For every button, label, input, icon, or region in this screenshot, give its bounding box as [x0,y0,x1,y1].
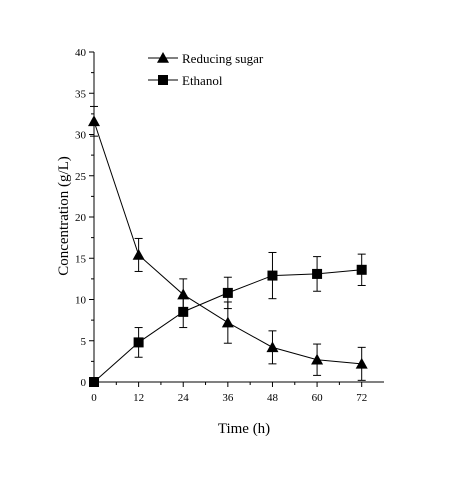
data-point-reducing-sugar [355,357,368,369]
y-tick-label: 30 [75,130,87,142]
data-point-ethanol [178,306,189,317]
y-tick-label: 10 [75,295,87,307]
data-point-ethanol [312,268,323,279]
y-tick-label: 5 [81,336,87,348]
legend-marker [157,52,169,63]
legend-marker [158,75,168,85]
data-point-ethanol [133,337,144,348]
data-point-ethanol [222,287,233,298]
y-tick-label: 35 [75,88,87,100]
y-tick-label: 40 [75,47,87,59]
data-point-ethanol [356,264,367,275]
legend-label: Reducing sugar [182,51,264,66]
series-reducing-sugar [88,105,368,381]
x-tick-label: 48 [267,392,279,404]
legend-item-ethanol: Ethanol [148,73,223,88]
tick-labels: 0 5 10 15 20 25 30 35 40 0 12 24 36 48 60 72 [75,47,367,404]
series-plot [88,105,368,387]
y-tick-label: 0 [81,377,87,389]
legend-item-reducing-sugar: Reducing sugar [148,51,264,66]
x-tick-label: 12 [133,392,144,404]
legend-label: Ethanol [182,73,223,88]
x-tick-label: 60 [312,392,324,404]
y-tick-label: 15 [75,253,87,265]
x-axis-title: Time (h) [218,421,270,437]
y-tick-label: 20 [75,212,87,224]
x-tick-label: 72 [356,392,367,404]
legend: Reducing sugar Ethanol [148,51,264,88]
data-point-reducing-sugar [221,316,234,328]
data-point-reducing-sugar [311,353,324,365]
series-ethanol [89,251,367,387]
axes [89,51,384,387]
data-point-reducing-sugar [266,341,279,353]
data-point-reducing-sugar [132,248,145,260]
data-point-ethanol [267,270,278,281]
data-point-ethanol [89,377,99,387]
x-tick-label: 0 [91,392,97,404]
data-point-reducing-sugar [88,115,100,127]
x-tick-label: 24 [178,392,190,404]
y-tick-label: 25 [75,171,87,183]
x-tick-label: 36 [222,392,234,404]
y-axis-title: Concentration (g/L) [56,156,72,276]
